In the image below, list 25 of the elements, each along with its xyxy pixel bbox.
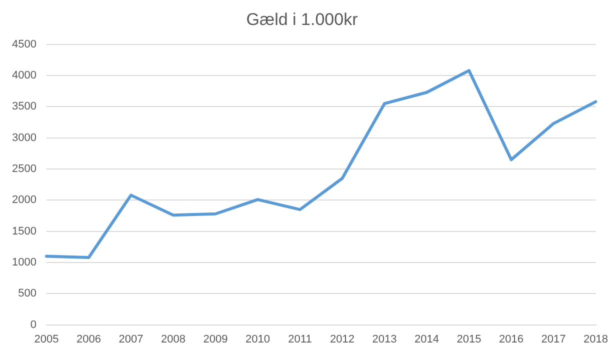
x-tick-label: 2009	[203, 333, 228, 346]
y-tick-label: 3000	[12, 132, 36, 144]
y-tick-label: 2000	[12, 194, 36, 206]
x-tick-label: 2016	[499, 333, 524, 346]
x-tick-label: 2013	[372, 333, 397, 346]
x-tick-label: 2007	[118, 333, 144, 346]
y-tick-label: 4000	[12, 70, 36, 82]
y-tick-label: 3500	[12, 100, 36, 113]
x-tick-label: 2011	[288, 333, 312, 346]
x-tick-label: 2010	[245, 333, 270, 346]
x-tick-label: 2005	[34, 333, 59, 346]
y-tick-label: 0	[30, 318, 36, 331]
x-tick-label: 2006	[76, 333, 101, 346]
y-tick-label: 1500	[12, 225, 36, 238]
chart-title: Gæld i 1.000kr	[246, 10, 358, 29]
x-tick-label: 2014	[414, 333, 439, 346]
x-tick-label: 2012	[330, 333, 354, 346]
y-tick-label: 2500	[12, 163, 36, 176]
y-tick-label: 4500	[12, 38, 36, 50]
x-tick-label: 2018	[584, 333, 608, 346]
y-tick-label: 1000	[12, 256, 36, 269]
y-tick-label: 500	[18, 288, 36, 300]
x-tick-label: 2015	[456, 333, 482, 346]
x-tick-label: 2008	[160, 333, 186, 346]
x-tick-label: 2017	[541, 333, 566, 346]
